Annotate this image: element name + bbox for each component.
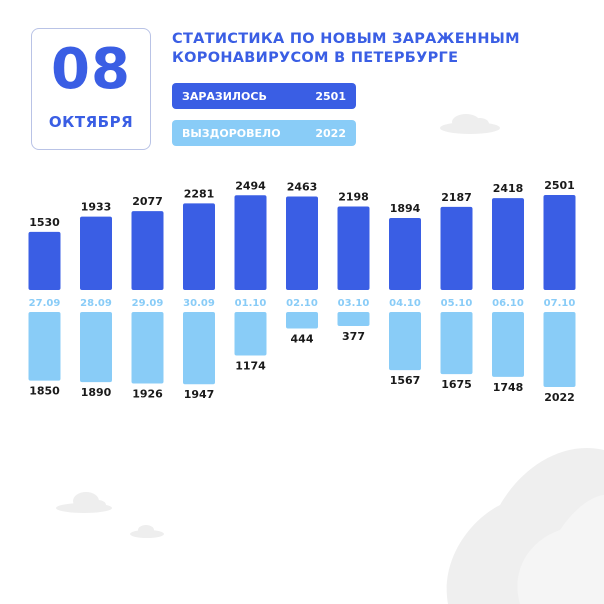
recovered-bar <box>80 312 112 383</box>
chart-title: СТАТИСТИКА ПО НОВЫМ ЗАРАЖЕННЫМ КОРОНАВИР… <box>172 30 572 68</box>
recovered-bar <box>492 312 524 377</box>
recovered-bar <box>234 312 267 356</box>
date-tick-label: 04.10 <box>389 298 421 309</box>
recovered-value-label: 1748 <box>493 381 524 394</box>
infected-value-label: 2501 <box>544 179 575 192</box>
title-line-1: СТАТИСТИКА ПО НОВЫМ ЗАРАЖЕННЫМ <box>172 31 520 47</box>
date-tick-label: 27.09 <box>29 298 61 309</box>
cloud-icon <box>440 114 500 134</box>
legend-infected-label: ЗАРАЗИЛОСЬ <box>182 89 267 103</box>
infected-bar <box>337 206 370 290</box>
leaf-icon <box>446 448 604 604</box>
cloud-icon <box>130 525 164 538</box>
recovered-bar <box>389 312 421 371</box>
infected-bar <box>543 195 576 290</box>
date-box: 08 ОКТЯБРЯ <box>31 28 151 150</box>
recovered-bar <box>440 312 473 375</box>
title-line-2: КОРОНАВИРУСОМ В ПЕТЕРБУРГЕ <box>172 50 459 66</box>
infected-value-label: 1933 <box>81 201 112 214</box>
legend-infected-value: 2501 <box>315 89 346 103</box>
date-tick-label: 07.10 <box>544 298 576 309</box>
infected-bar <box>440 206 473 290</box>
recovered-value-label: 2022 <box>544 391 575 404</box>
infected-value-label: 1530 <box>29 216 60 229</box>
recovered-bar <box>28 312 61 381</box>
date-day: 08 <box>51 37 131 102</box>
recovered-value-label: 1890 <box>81 386 112 399</box>
date-tick-label: 06.10 <box>492 298 524 309</box>
legend-recovered: ВЫЗДОРОВЕЛО 2022 <box>172 120 356 146</box>
legend-recovered-value: 2022 <box>315 126 346 140</box>
infected-value-label: 2418 <box>493 182 524 195</box>
date-tick-label: 29.09 <box>132 298 164 309</box>
infected-bar <box>492 198 524 290</box>
recovered-value-label: 1850 <box>29 385 60 398</box>
date-tick-label: 30.09 <box>183 298 215 309</box>
infected-value-label: 1894 <box>390 202 421 215</box>
recovered-value-label: 1947 <box>184 388 215 401</box>
infected-bar <box>183 203 215 290</box>
infected-value-label: 2198 <box>338 191 369 204</box>
infected-value-label: 2077 <box>132 195 163 208</box>
recovered-value-label: 1567 <box>390 374 421 387</box>
infected-bar <box>131 211 164 290</box>
recovered-bar <box>131 312 164 384</box>
infected-value-label: 2281 <box>184 187 215 200</box>
recovered-bar <box>286 312 318 329</box>
infected-value-label: 2463 <box>287 180 318 193</box>
date-tick-label: 03.10 <box>338 298 370 309</box>
recovered-bar <box>543 312 576 387</box>
infected-bar <box>28 231 61 290</box>
infected-value-label: 2494 <box>235 179 266 192</box>
recovered-bar <box>183 312 215 385</box>
date-tick-label: 02.10 <box>286 298 318 309</box>
infected-bar <box>286 196 318 290</box>
infected-value-label: 2187 <box>441 191 472 204</box>
recovered-value-label: 1926 <box>132 387 163 400</box>
legend-recovered-label: ВЫЗДОРОВЕЛО <box>182 126 281 140</box>
infected-bar <box>234 195 267 290</box>
recovered-value-label: 1174 <box>235 360 266 373</box>
date-tick-label: 05.10 <box>441 298 473 309</box>
recovered-value-label: 1675 <box>441 378 472 391</box>
recovered-value-label: 444 <box>291 332 314 345</box>
date-month: ОКТЯБРЯ <box>48 113 134 131</box>
date-tick-label: 28.09 <box>80 298 112 309</box>
cloud-icon <box>56 492 112 513</box>
infected-bar <box>80 216 112 290</box>
legend-infected: ЗАРАЗИЛОСЬ 2501 <box>172 83 356 109</box>
recovered-bar <box>337 312 370 326</box>
infected-bar <box>389 218 421 290</box>
date-tick-label: 01.10 <box>235 298 267 309</box>
recovered-value-label: 377 <box>342 330 365 343</box>
